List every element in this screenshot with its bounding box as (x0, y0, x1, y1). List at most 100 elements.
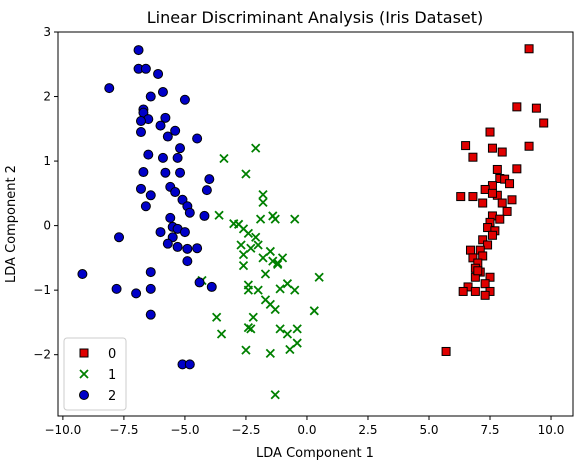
data-point (138, 167, 149, 178)
data-point (258, 253, 268, 263)
data-point (461, 141, 471, 151)
data-point (473, 266, 483, 276)
data-point (175, 143, 186, 154)
data-point (140, 63, 151, 74)
data-point (199, 210, 210, 221)
data-point (480, 279, 490, 289)
data-point (255, 214, 266, 224)
y-tick-label: −2 (33, 348, 51, 362)
data-point (135, 183, 146, 194)
y-tick-label: −1 (33, 283, 51, 297)
data-point (216, 329, 227, 339)
data-point (265, 246, 275, 257)
data-point (478, 251, 488, 261)
data-point (487, 188, 497, 198)
data-point (145, 309, 156, 320)
data-point (497, 198, 507, 208)
data-point (251, 143, 261, 153)
data-point (487, 181, 497, 191)
plot-frame (57, 31, 574, 417)
data-point (238, 250, 249, 260)
series-0 (441, 44, 549, 356)
x-tick-label: −5.0 (170, 423, 199, 437)
data-point (480, 290, 490, 300)
data-point (458, 286, 468, 296)
legend-marker (79, 369, 89, 379)
x-tick-label: −7.5 (109, 423, 138, 437)
data-point (204, 174, 215, 185)
data-point (246, 243, 256, 253)
data-point (470, 286, 480, 296)
data-point (160, 112, 171, 123)
data-point (478, 198, 488, 208)
data-point (135, 127, 146, 138)
data-point (133, 45, 144, 56)
data-point (182, 256, 193, 267)
data-point (314, 272, 324, 282)
data-point (155, 120, 166, 131)
data-point (206, 281, 217, 292)
data-point (512, 164, 522, 174)
data-point (135, 116, 146, 127)
data-point (219, 153, 229, 164)
data-point (309, 306, 319, 316)
legend-marker (79, 348, 89, 358)
data-point (243, 285, 254, 295)
chart-title: Linear Discriminant Analysis (Iris Datas… (147, 8, 484, 27)
data-point (236, 240, 246, 250)
data-point (260, 269, 271, 279)
data-point (524, 44, 534, 54)
data-point (165, 212, 176, 223)
series-2 (77, 45, 217, 370)
data-point (292, 324, 302, 334)
data-point (145, 190, 156, 201)
data-point (192, 133, 203, 144)
legend-label: 1 (108, 368, 116, 383)
data-point (524, 141, 534, 151)
data-point (184, 207, 195, 218)
chart-legend: 0 1 2 (63, 337, 127, 411)
data-point (258, 197, 268, 208)
data-point (184, 359, 195, 370)
data-point (495, 214, 505, 224)
data-point (212, 312, 222, 322)
data-point (290, 285, 300, 295)
legend-label: 2 (108, 389, 116, 404)
data-point (441, 346, 451, 356)
data-point (170, 187, 181, 198)
data-point (243, 228, 254, 238)
data-point (253, 240, 263, 250)
data-point (275, 324, 285, 334)
x-tick-label: −10.0 (44, 423, 81, 437)
data-point (160, 167, 171, 178)
data-point (273, 258, 283, 268)
data-point (155, 227, 166, 238)
data-point (487, 143, 497, 153)
data-point (253, 285, 263, 295)
data-point (478, 235, 488, 245)
data-point (505, 179, 515, 189)
data-point (162, 131, 173, 142)
legend-entry: 1 (79, 368, 116, 383)
data-point (285, 344, 295, 355)
y-axis-label: LDA Component 2 (4, 165, 19, 283)
data-point (480, 184, 490, 194)
data-point (246, 324, 256, 334)
series-1 (197, 143, 324, 400)
data-point (172, 152, 183, 163)
legend-marker (79, 390, 89, 400)
data-point (265, 348, 275, 359)
data-point (214, 210, 224, 220)
data-point (483, 223, 493, 233)
data-point (270, 214, 280, 224)
x-tick-label: 7.5 (480, 423, 499, 437)
data-point (241, 345, 251, 355)
y-axis-ticks: −2 −1 0 1 2 3 (33, 25, 58, 362)
data-point (507, 195, 517, 205)
data-point (282, 329, 293, 339)
data-point (162, 238, 173, 249)
x-tick-label: 10.0 (538, 423, 565, 437)
data-point (248, 312, 258, 322)
data-point (468, 253, 478, 263)
